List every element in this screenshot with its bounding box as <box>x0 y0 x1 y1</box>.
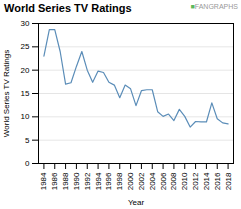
svg-text:1990: 1990 <box>72 172 81 190</box>
svg-text:2000: 2000 <box>126 172 135 190</box>
svg-text:1988: 1988 <box>61 172 70 190</box>
svg-text:2010: 2010 <box>180 172 189 190</box>
svg-text:2006: 2006 <box>159 172 168 190</box>
svg-text:2016: 2016 <box>213 172 222 190</box>
svg-text:1994: 1994 <box>94 172 103 190</box>
svg-text:2014: 2014 <box>202 172 211 190</box>
svg-text:1992: 1992 <box>83 172 92 190</box>
svg-text:2002: 2002 <box>137 172 146 190</box>
svg-text:25: 25 <box>21 42 30 51</box>
svg-text:1996: 1996 <box>104 172 113 190</box>
svg-text:2004: 2004 <box>148 172 157 190</box>
svg-text:1998: 1998 <box>115 172 124 190</box>
svg-text:10: 10 <box>21 112 30 121</box>
svg-text:Year: Year <box>128 198 145 207</box>
svg-text:20: 20 <box>21 66 30 75</box>
svg-text:2012: 2012 <box>191 172 200 190</box>
svg-text:2008: 2008 <box>169 172 178 190</box>
svg-text:1986: 1986 <box>50 172 59 190</box>
svg-text:30: 30 <box>21 19 30 28</box>
html-text:World Series TV Ratings: World Series TV Ratings <box>4 2 132 14</box>
svg-text:1984: 1984 <box>39 172 48 190</box>
svg-text:15: 15 <box>21 89 30 98</box>
svg-text:5: 5 <box>25 136 30 145</box>
svg-text:2018: 2018 <box>224 172 233 190</box>
html-text:■ FANGRAPHS: ■ FANGRAPHS <box>190 3 238 10</box>
svg-text:World Series TV Ratings: World Series TV Ratings <box>2 50 11 137</box>
svg-text:0: 0 <box>25 159 30 168</box>
